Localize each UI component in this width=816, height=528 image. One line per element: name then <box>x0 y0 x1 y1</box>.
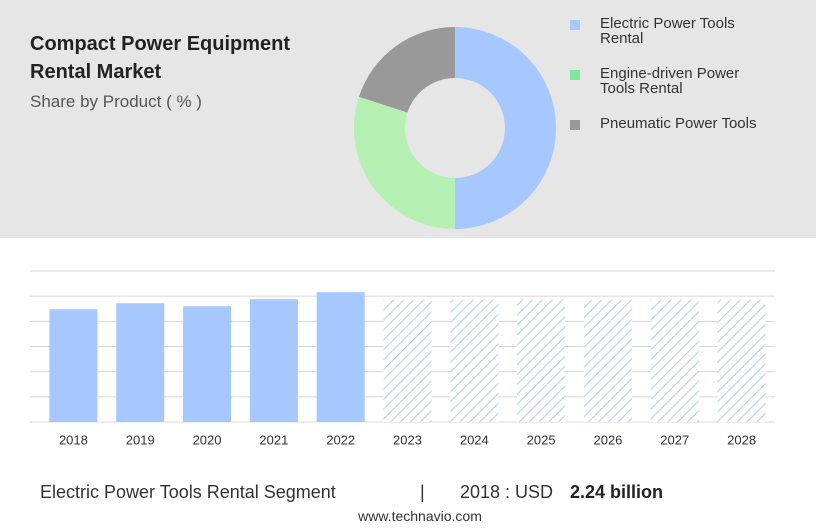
segment-label: Electric Power Tools Rental Segment <box>40 482 336 502</box>
x-tick-label: 2028 <box>727 432 756 447</box>
legend-swatch <box>570 70 580 80</box>
bar <box>316 292 365 422</box>
subtitle: Share by Product ( % ) <box>30 92 202 111</box>
title: Compact Power Equipment Rental Market <box>30 33 291 83</box>
legend: Electric Power Tools Rental Engine-driven… <box>570 16 800 151</box>
year-label: 2018 : USD <box>460 482 554 502</box>
legend-item: Pneumatic Power Tools <box>570 116 770 131</box>
x-tick-label: 2019 <box>126 432 155 447</box>
value-label: 2.24 billion <box>570 482 664 502</box>
forecast-placeholder <box>650 299 699 422</box>
legend-item: Engine-driven Power Tools Rental <box>570 66 770 96</box>
forecast-placeholder <box>383 299 432 422</box>
x-tick-label: 2027 <box>660 432 689 447</box>
forecast-placeholder <box>517 299 566 422</box>
legend-swatch <box>570 120 580 130</box>
bar <box>49 309 98 422</box>
bar <box>116 303 165 422</box>
donut-chart <box>353 27 556 230</box>
bar <box>249 299 298 422</box>
x-tick-label: 2025 <box>527 432 556 447</box>
forecast-placeholder <box>717 299 766 422</box>
donut-slice <box>358 27 455 113</box>
legend-label: Engine-driven Power Tools Rental <box>600 65 740 97</box>
x-tick-label: 2024 <box>460 432 489 447</box>
bar-chart: 2018 2019 2020 2021 2022 2023 2024 2025 2026 2027… <box>30 270 775 447</box>
x-tick-label: 2018 <box>59 432 88 447</box>
x-tick-label: 2021 <box>259 432 288 447</box>
forecast-placeholder <box>450 299 499 422</box>
separator: | <box>420 482 425 502</box>
x-tick-label: 2023 <box>393 432 422 447</box>
source: www.technavio.com <box>358 508 482 524</box>
legend-item: Electric Power Tools Rental <box>570 16 770 46</box>
legend-label: Pneumatic Power Tools <box>600 115 757 132</box>
legend-label: Electric Power Tools Rental <box>600 15 735 47</box>
x-tick-label: 2022 <box>326 432 355 447</box>
forecast-placeholder <box>583 299 632 422</box>
donut-slice <box>455 27 556 229</box>
x-tick-label: 2026 <box>593 432 622 447</box>
donut-slice <box>353 96 455 230</box>
bar <box>183 306 232 422</box>
x-tick-label: 2020 <box>193 432 222 447</box>
legend-swatch <box>570 20 580 30</box>
